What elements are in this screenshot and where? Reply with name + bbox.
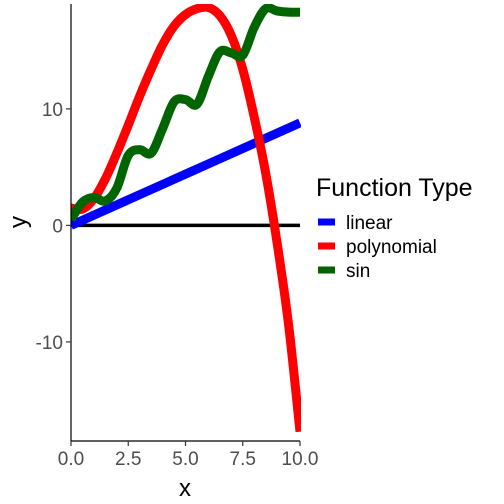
axes (70, 4, 300, 442)
legend-label-polynomial: polynomial (346, 237, 437, 258)
y-tick-label: -10 (36, 333, 63, 354)
x-tick-label: 7.5 (230, 449, 256, 470)
legend-label-sin: sin (346, 261, 370, 282)
series-line-polynomial (71, 4, 301, 433)
x-tick-label: 5.0 (172, 449, 198, 470)
legend-items: linear polynomial sin (318, 213, 437, 282)
y-tick-label: 10 (42, 100, 63, 121)
legend-title: Function Type (316, 174, 473, 202)
legend-key-linear (318, 218, 335, 226)
x-tick-label: 10.0 (282, 449, 319, 470)
x-ticks: 0.0 2.5 5.0 7.5 10.0 (58, 441, 319, 470)
legend: Function Type linear polynomial sin (316, 174, 473, 282)
legend-label-linear: linear (346, 213, 393, 234)
x-axis-title: x (179, 475, 191, 502)
x-tick-label: 2.5 (115, 449, 141, 470)
y-tick-label: 0 (52, 216, 63, 237)
series-line-sin (71, 4, 301, 223)
legend-key-polynomial (318, 242, 335, 250)
y-axis-title: y (5, 216, 32, 228)
x-tick-label: 0.0 (58, 449, 84, 470)
y-ticks: -10 0 10 (36, 100, 71, 354)
plot-lines (71, 4, 301, 433)
legend-key-sin (318, 266, 335, 274)
